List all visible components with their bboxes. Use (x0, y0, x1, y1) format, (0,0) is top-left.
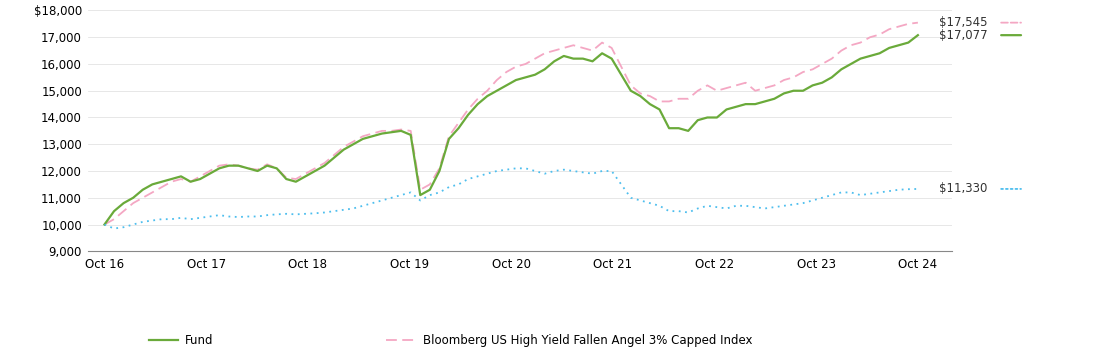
Text: $11,330: $11,330 (939, 183, 988, 195)
Text: $17,545: $17,545 (939, 16, 988, 29)
Text: $17,077: $17,077 (939, 29, 988, 42)
Legend: Fund, Bloomberg U.S. Universal Index, Bloomberg US High Yield Fallen Angel 3% Ca: Fund, Bloomberg U.S. Universal Index, Bl… (144, 329, 757, 349)
